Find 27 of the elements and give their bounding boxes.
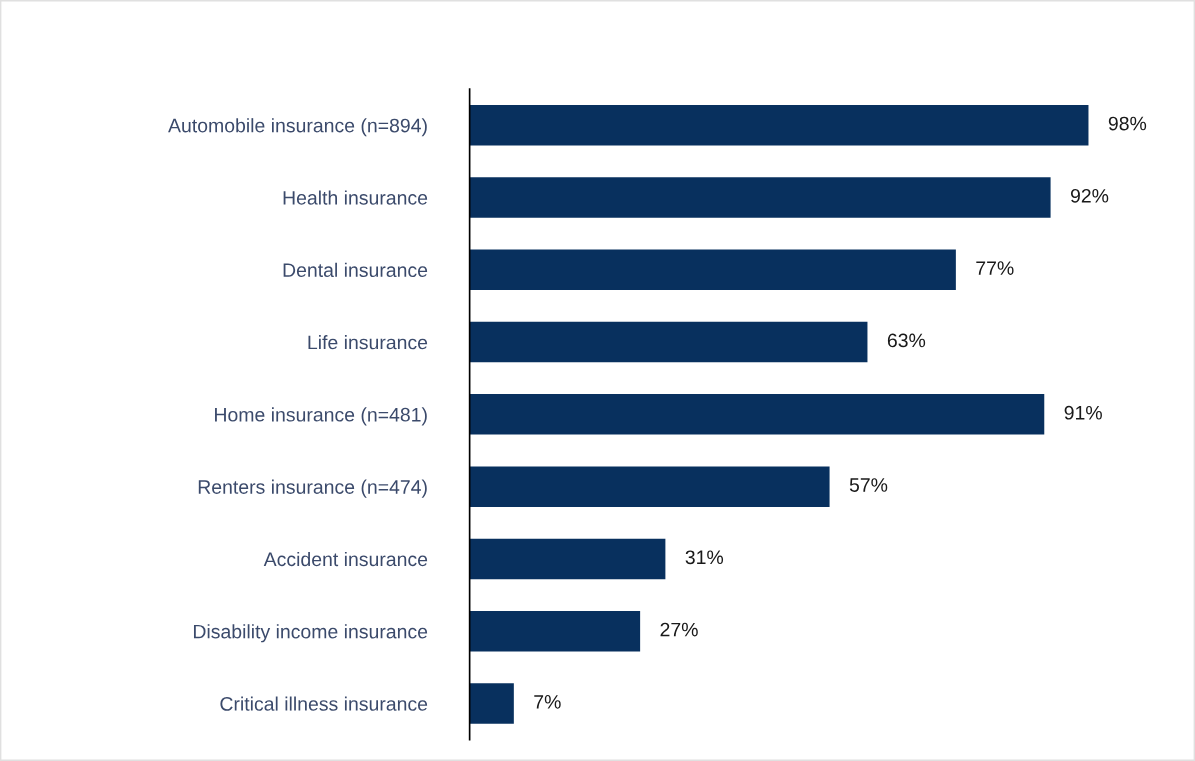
bar bbox=[469, 683, 514, 724]
data-label: 77% bbox=[976, 261, 1014, 275]
data-label: 27% bbox=[660, 622, 698, 637]
data-label: 91% bbox=[1064, 405, 1102, 420]
y-tick-label: Critical illness insurance bbox=[220, 696, 428, 711]
y-tick-label: Health insurance bbox=[283, 190, 428, 205]
data-label: 98% bbox=[1108, 116, 1147, 131]
bar bbox=[469, 104, 1089, 146]
y-tick-label: Dental insurance bbox=[283, 262, 428, 278]
data-label: 63% bbox=[887, 333, 926, 348]
bar bbox=[469, 177, 1051, 218]
y-tick-label: Disability income insurance bbox=[193, 624, 428, 643]
y-tick-label: Renters insurance (n=474) bbox=[198, 479, 427, 498]
y-tick-label: Accident insurance bbox=[263, 551, 428, 567]
bar bbox=[469, 538, 666, 580]
y-tick-label: Life insurance bbox=[308, 335, 428, 350]
y-tick-label: Automobile insurance (n=894) bbox=[168, 118, 427, 137]
y-tick-label: Home insurance (n=481) bbox=[215, 407, 427, 426]
data-label: 31% bbox=[685, 550, 724, 565]
data-label: 92% bbox=[1070, 188, 1109, 203]
data-label: 7% bbox=[534, 695, 561, 709]
bar bbox=[469, 321, 868, 363]
data-label: 57% bbox=[849, 478, 888, 492]
bar bbox=[469, 249, 956, 291]
bar bbox=[469, 611, 641, 652]
bar bbox=[469, 394, 1045, 435]
bar bbox=[469, 466, 830, 507]
